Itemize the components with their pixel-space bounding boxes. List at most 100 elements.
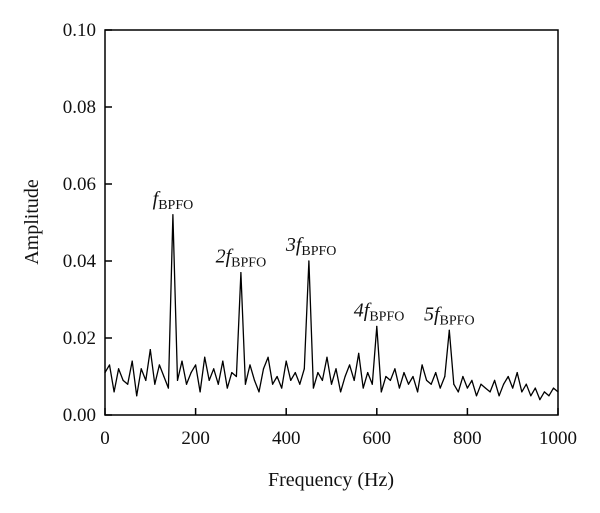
data-point [149,348,151,351]
data-point [240,271,242,274]
data-point [376,325,378,328]
data-point [516,372,518,374]
data-point [113,391,115,393]
data-point [204,356,206,358]
data-point [539,399,541,401]
data-point [317,372,319,374]
y-tick-label: 0.02 [63,328,96,349]
data-point [158,364,160,366]
data-point [127,383,129,385]
x-tick-label: 200 [181,428,210,449]
data-point [272,383,274,385]
data-point [195,364,197,366]
data-point [435,372,437,374]
data-point [389,379,391,381]
data-point [335,368,337,370]
data-point [312,387,314,389]
data-point [172,214,174,216]
data-point [512,387,514,389]
data-point [145,379,147,381]
data-point [344,375,346,378]
data-point [367,372,369,374]
data-point [552,387,555,389]
data-point [416,391,419,393]
x-tick-label: 0 [100,428,110,449]
data-point [308,260,310,262]
plot-frame [104,29,559,416]
data-point [507,375,509,378]
x-axis-title: Frequency (Hz) [268,469,394,491]
data-point [525,383,527,385]
data-point [489,391,491,393]
data-point [108,364,111,366]
data-point [475,395,478,397]
data-point [353,379,355,381]
data-point [421,364,423,366]
data-point [226,387,228,389]
data-point [493,379,496,381]
data-point [231,372,233,374]
data-point [380,391,382,393]
x-tick-label: 600 [363,428,392,449]
peak-annotation: fBPFO [153,188,194,213]
data-point [222,360,224,362]
data-point [185,383,188,385]
data-point [299,383,301,385]
data-point [430,383,432,385]
data-point [249,364,251,366]
data-point [398,387,401,389]
data-point [199,391,201,393]
data-point [281,387,283,389]
data-point [498,395,500,397]
y-tick-label: 0.00 [63,405,96,426]
data-point [217,383,219,385]
data-point [140,368,142,370]
data-point [267,356,269,358]
data-point [453,383,455,385]
data-point [104,372,106,374]
data-point [448,329,450,331]
data-point [258,391,260,393]
data-point [444,375,446,378]
data-point [235,375,237,378]
data-point [530,395,532,397]
data-point [484,387,487,389]
data-point [439,387,441,389]
peak-annotation: 5fBPFO [424,303,475,328]
data-point [321,379,324,381]
data-point [403,372,405,374]
series-line [104,214,559,401]
y-axis-title: Amplitude [21,179,43,265]
data-point [122,379,124,381]
data-point [208,379,210,381]
data-point [190,372,192,374]
data-point [213,368,215,370]
x-tick-label: 400 [272,428,301,449]
data-point [285,360,287,362]
data-point [394,368,396,370]
data-point [163,375,165,378]
data-point [167,387,170,389]
data-point [362,387,364,389]
data-point [349,364,351,366]
data-point [407,383,410,385]
data-point [358,352,360,354]
data-point [339,391,342,393]
x-tick-label: 800 [453,428,482,449]
peak-annotation: 3fBPFO [285,234,337,259]
peak-annotation: 4fBPFO [354,299,405,324]
data-point [303,368,305,370]
data-point [371,383,373,385]
data-point [457,391,459,393]
data-point [426,379,428,381]
data-point [543,391,546,393]
data-point [290,379,292,381]
data-point [181,360,183,362]
data-point [521,391,523,393]
data-point [117,368,120,370]
data-point [330,383,333,385]
y-tick-label: 0.10 [63,20,96,41]
data-point [466,387,468,389]
data-point [131,360,133,362]
